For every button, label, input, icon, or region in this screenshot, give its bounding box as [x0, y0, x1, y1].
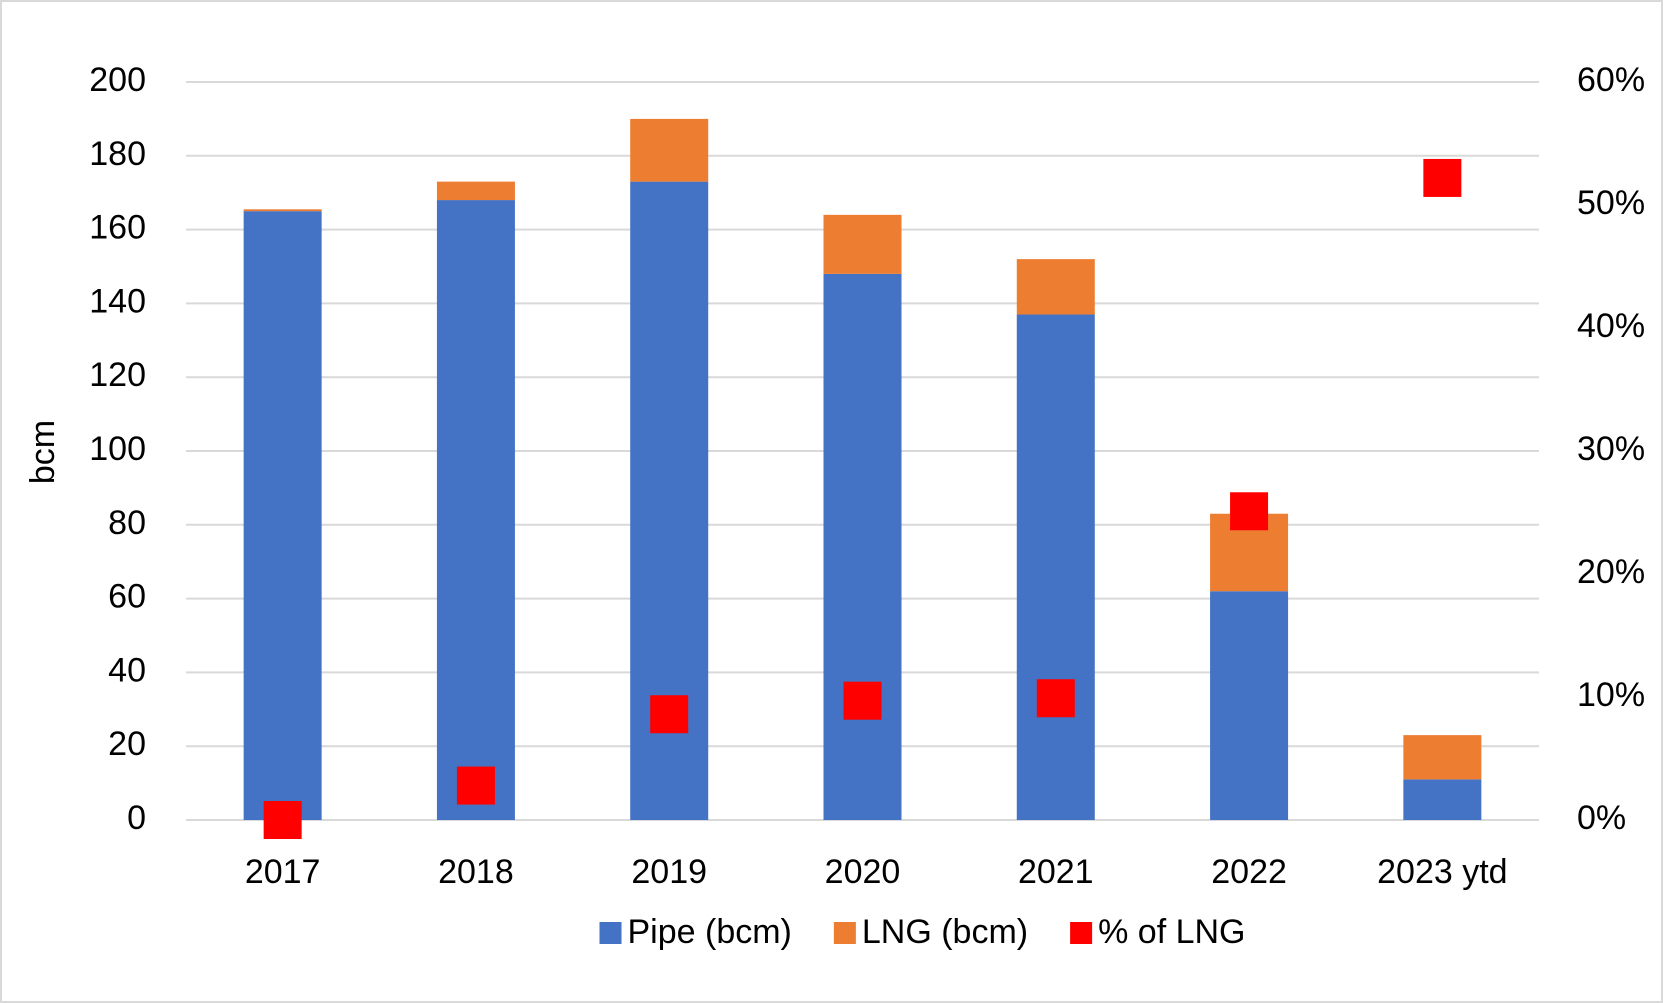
bar	[436, 200, 515, 820]
bar	[823, 273, 902, 820]
legend-label: % of LNG	[1098, 913, 1245, 951]
y-tick-label: 60	[108, 578, 146, 616]
y2-tick-label: 20%	[1577, 553, 1645, 591]
bar	[243, 209, 322, 212]
y2-tick-label: 50%	[1577, 184, 1645, 222]
x-tick-label: 2022	[1211, 853, 1287, 891]
y-tick-label: 40	[108, 651, 146, 689]
x-tick-label: 2020	[825, 853, 901, 891]
legend-swatch	[833, 922, 856, 944]
y-tick-label: 20	[108, 725, 146, 763]
y-tick-label: 200	[89, 61, 146, 99]
marker	[843, 681, 882, 720]
legend-label: LNG (bcm)	[862, 913, 1028, 951]
marker	[1423, 158, 1462, 197]
x-tick-label: 2021	[1018, 853, 1094, 891]
marker	[650, 695, 689, 734]
y-tick-label: 140	[89, 282, 146, 320]
legend-swatch	[599, 922, 622, 944]
y2-tick-label: 10%	[1577, 676, 1645, 714]
bar	[1016, 314, 1095, 820]
y-tick-label: 120	[89, 356, 146, 394]
bar	[1403, 779, 1482, 820]
bar	[1016, 259, 1095, 315]
x-tick-label: 2019	[631, 853, 707, 891]
marker	[263, 801, 302, 839]
x-tick-label: 2017	[245, 853, 321, 891]
y-tick-label: 0	[127, 799, 146, 837]
y2-tick-label: 30%	[1577, 430, 1645, 468]
y2-tick-label: 0%	[1577, 799, 1626, 837]
bar	[630, 118, 709, 182]
marker	[456, 766, 495, 805]
bar	[1403, 735, 1482, 780]
marker	[1230, 492, 1269, 531]
bar	[823, 214, 902, 274]
x-tick-label: 2018	[438, 853, 514, 891]
legend-label: Pipe (bcm)	[628, 913, 792, 951]
bar	[436, 181, 515, 201]
marker	[1036, 679, 1075, 718]
x-tick-label: 2023 ytd	[1377, 853, 1507, 891]
y2-tick-label: 60%	[1577, 61, 1645, 99]
bar	[1210, 591, 1289, 820]
y-tick-label: 100	[89, 430, 146, 468]
y2-tick-label: 40%	[1577, 307, 1645, 345]
y-tick-label: 180	[89, 135, 146, 173]
y-axis-title: bcm	[24, 420, 62, 484]
y-tick-label: 160	[89, 209, 146, 247]
legend-swatch	[1070, 922, 1093, 944]
y-tick-label: 80	[108, 504, 146, 542]
bar	[243, 211, 322, 820]
